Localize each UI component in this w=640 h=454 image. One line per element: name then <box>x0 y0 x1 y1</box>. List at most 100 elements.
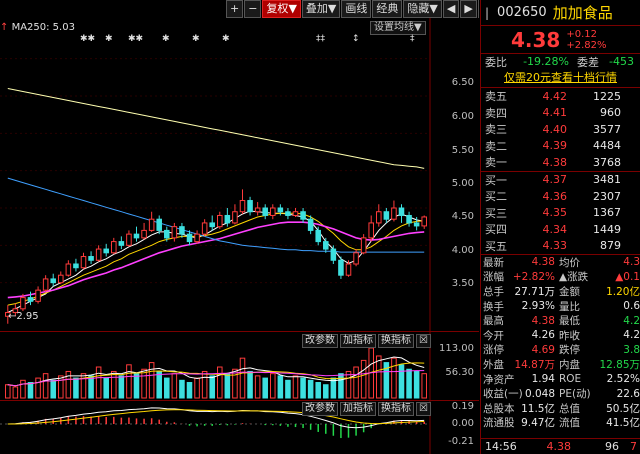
back-icon[interactable]: | <box>485 5 490 20</box>
event-marker-icon[interactable]: ✱ <box>222 34 230 44</box>
volume-bar <box>12 386 19 399</box>
event-marker-icon[interactable]: ✱✱ <box>128 34 144 44</box>
add-indicator-button[interactable]: 加指标 <box>340 402 376 416</box>
stat-value: 1.94 <box>531 373 555 386</box>
volume-bar <box>65 370 72 399</box>
volume-bar <box>148 362 155 399</box>
asks-row[interactable]: 卖三 4.40 3577 <box>481 121 640 138</box>
event-marker-icon[interactable]: ✱ <box>105 34 113 44</box>
volume-bar <box>164 377 170 399</box>
asks-row[interactable]: 卖一 4.38 3768 <box>481 154 640 171</box>
volume-bar <box>5 384 11 399</box>
event-marker-icon[interactable]: ✱✱ <box>80 34 96 44</box>
switch-indicator-button[interactable]: 换指标 <box>378 402 414 416</box>
y-tick-label: 6.50 <box>451 77 474 88</box>
event-marker-icon[interactable]: ✱ <box>162 34 170 44</box>
candle-body <box>42 278 49 291</box>
promo-link[interactable]: 仅需20元查看十档行情 <box>504 71 617 84</box>
stat-value: 4.2 <box>623 314 640 327</box>
zoom-out-button[interactable]: − <box>244 0 262 18</box>
candle-body <box>353 252 359 265</box>
volume-bar <box>376 355 382 399</box>
bids-row[interactable]: 买四 4.34 1449 <box>481 221 640 238</box>
stat-row: 最新 4.38 均价 4.3 <box>481 255 640 270</box>
volume-bar <box>224 373 231 399</box>
volume-bar <box>50 379 56 399</box>
candle-body <box>376 211 382 224</box>
stat-row: 涨幅 +2.82% ▲涨跌 ▲0.1 <box>481 270 640 285</box>
y-tick-label: 3.50 <box>451 278 474 289</box>
volume-bar <box>421 373 427 399</box>
candle-body <box>95 248 102 261</box>
classic-button[interactable]: 经典 <box>372 0 403 18</box>
stat-label: 总股本 <box>483 402 515 415</box>
volume-bar <box>307 379 314 399</box>
asks-row[interactable]: 卖二 4.39 4484 <box>481 138 640 155</box>
prev-icon[interactable]: ◀ <box>442 0 460 18</box>
candle-body <box>103 248 109 254</box>
last-price: 4.38 <box>511 27 561 52</box>
candle-body <box>35 289 41 302</box>
asks-row[interactable]: 卖五 4.42 1225 <box>481 88 640 105</box>
edit-params-button[interactable]: 改参数 <box>302 402 338 416</box>
event-marker-icon[interactable]: ↕ <box>352 34 360 44</box>
ma-line <box>7 212 425 306</box>
stat-label: 总手 <box>483 285 504 298</box>
close-icon[interactable]: ☒ <box>416 334 431 348</box>
next-icon[interactable]: ▶ <box>460 0 477 18</box>
candle-body <box>285 211 291 216</box>
candle-body <box>368 222 374 239</box>
candle-body <box>50 278 56 284</box>
bids-price: 4.36 <box>542 189 568 203</box>
bids-row[interactable]: 买三 4.35 1367 <box>481 205 640 222</box>
bids-row[interactable]: 买二 4.36 2307 <box>481 188 640 205</box>
overlay-button[interactable]: 叠加▼ <box>301 0 341 18</box>
bids-volume: 2307 <box>593 189 621 203</box>
volume-ma-line <box>7 370 425 387</box>
candle-body <box>5 312 11 317</box>
candle-body <box>224 214 231 224</box>
stat-label: 均价 <box>559 256 580 269</box>
draw-line-button[interactable]: 画线 <box>341 0 372 18</box>
stat-label: 最高 <box>483 315 504 328</box>
close-icon[interactable]: ☒ <box>416 402 431 416</box>
volume-bar <box>247 370 253 399</box>
candlestick-chart[interactable] <box>0 0 479 454</box>
restore-rights-button[interactable]: 复权▼ <box>262 0 301 18</box>
chart-area[interactable]: + − 复权▼ 叠加▼ 画线 经典 隐藏▼ ◀ ▶ ▲ ▼ ↑ MA250: 5… <box>0 0 479 454</box>
volume-bar <box>270 373 276 399</box>
bids-row[interactable]: 买五 4.33 879 <box>481 238 640 255</box>
candle-body <box>421 216 427 227</box>
event-marker-icon[interactable]: ‡ <box>410 34 415 44</box>
up-icon[interactable]: ▲ <box>477 0 479 18</box>
candle-body <box>201 222 208 235</box>
hide-button[interactable]: 隐藏▼ <box>403 0 442 18</box>
asks-row[interactable]: 卖四 4.41 960 <box>481 105 640 122</box>
volume-bar <box>292 375 299 399</box>
candle-body <box>383 211 390 220</box>
add-indicator-button[interactable]: 加指标 <box>340 334 376 348</box>
volume-bar <box>80 373 87 399</box>
switch-indicator-button[interactable]: 换指标 <box>378 334 414 348</box>
stock-name: 加加食品 <box>552 4 613 22</box>
event-marker-icon[interactable]: ‡‡ <box>316 34 325 44</box>
volume-ma-line <box>7 356 425 387</box>
bids-volume: 1367 <box>593 206 621 220</box>
stat-value: 0.6 <box>623 300 640 313</box>
set-ma-button[interactable]: 设置均线▼ <box>370 21 426 35</box>
volume-bar <box>58 375 64 399</box>
stat-value: 4.3 <box>623 256 640 269</box>
candle-body <box>80 256 87 269</box>
bids-price: 4.35 <box>542 206 568 220</box>
zoom-in-button[interactable]: + <box>226 0 244 18</box>
ma-line <box>7 88 425 169</box>
quote-header: | 002650 加加食品 <box>481 0 640 26</box>
volume-bar <box>413 370 420 399</box>
stat-value: 50.5亿 <box>606 402 640 415</box>
macd-tick-label: -0.21 <box>448 436 474 447</box>
candle-body <box>315 229 321 243</box>
bids-row[interactable]: 买一 4.37 3481 <box>481 172 640 189</box>
edit-params-button[interactable]: 改参数 <box>302 334 338 348</box>
event-marker-icon[interactable]: ✱ <box>192 34 200 44</box>
stat-label: 流通股 <box>483 417 515 430</box>
